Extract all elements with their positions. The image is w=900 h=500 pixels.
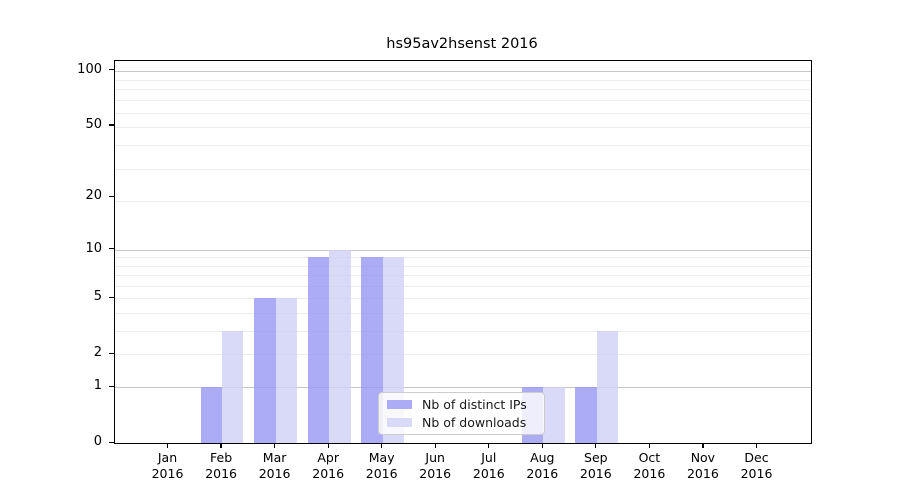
gridline-minor [115,286,811,287]
x-tick-label-oct: Oct 2016 [633,450,666,481]
gridline-minor [115,275,811,277]
gridline-minor [115,298,811,300]
bar-distinct-ips-mar [254,298,276,443]
bar-downloads-sep [596,331,619,443]
x-tick-mark [648,443,651,448]
gridline-major [115,70,811,72]
x-tick-label-aug: Aug 2016 [526,450,559,481]
legend-swatch-ips [387,400,412,409]
y-tick-mark [109,195,114,198]
gridline-minor [115,201,811,203]
gridline-minor [115,112,811,114]
x-tick-mark [434,443,436,448]
y-tick-mark [109,385,114,387]
x-tick-mark [541,443,543,448]
x-tick-mark [166,443,169,448]
gridline-minor [115,89,811,91]
legend-swatch-downloads [387,418,412,427]
x-tick-label-jun: Jun 2016 [419,450,452,481]
x-tick-label-jul: Jul 2016 [472,450,505,481]
gridline-minor [115,313,811,315]
gridline-minor [115,257,811,259]
gridline-minor [115,168,811,170]
chart-title: hs95av2hsenst 2016 [386,36,538,52]
gridline-minor [115,265,811,267]
y-tick-label: 20 [85,188,102,204]
bar-downloads-feb [222,331,244,443]
gridline-minor [115,331,811,333]
x-tick-label-feb: Feb 2016 [205,450,237,481]
bar-distinct-ips-sep [575,387,597,443]
gridline-major [115,387,811,389]
bar-downloads-apr [329,249,351,443]
x-tick-label-may: May 2016 [365,450,398,481]
bar-distinct-ips-may [361,257,383,443]
gridline-minor [115,354,811,356]
x-tick-mark [702,443,704,448]
legend-label-downloads: Nb of downloads [422,414,527,430]
x-tick-label-nov: Nov 2016 [686,450,719,481]
legend-label-ips: Nb of distinct IPs [422,396,527,412]
legend-item-downloads: Nb of downloads [387,414,536,430]
x-tick-mark [488,443,490,448]
y-tick-label: 2 [93,345,102,361]
y-tick-mark [109,69,114,71]
x-tick-mark [273,443,276,448]
y-tick-label: 10 [85,240,102,256]
x-tick-label-mar: Mar 2016 [258,450,291,481]
x-tick-label-dec: Dec 2016 [740,450,773,481]
y-tick-mark [109,441,114,443]
bar-distinct-ips-feb [200,387,223,443]
x-tick-mark [755,443,758,448]
gridline-minor [115,100,811,102]
bar-downloads-mar [275,298,297,443]
bar-distinct-ips-apr [307,257,330,443]
y-tick-label: 1 [93,378,102,394]
bar-downloads-aug [543,387,565,443]
x-tick-mark [381,443,383,448]
y-tick-label: 100 [77,61,102,77]
x-tick-mark [595,443,597,448]
legend-item-distinct-ips: Nb of distinct IPs [387,396,536,412]
y-tick-mark [109,352,114,355]
x-tick-mark [220,443,222,448]
x-tick-label-jan: Jan 2016 [151,450,184,481]
x-tick-label-apr: Apr 2016 [312,450,345,481]
y-tick-mark [109,248,114,250]
plot-area [114,60,812,444]
gridline-major [115,249,811,251]
gridline-minor [115,145,811,147]
x-tick-mark [327,443,329,448]
gridline-minor [115,79,811,81]
y-tick-label: 50 [85,116,102,132]
legend: Nb of distinct IPs Nb of downloads [378,392,545,435]
y-tick-label: 5 [93,289,102,305]
x-tick-label-sep: Sep 2016 [579,450,612,481]
gridline-minor [115,127,811,129]
y-tick-mark [109,124,114,126]
y-tick-mark [109,296,114,299]
y-tick-label: 0 [93,434,102,449]
